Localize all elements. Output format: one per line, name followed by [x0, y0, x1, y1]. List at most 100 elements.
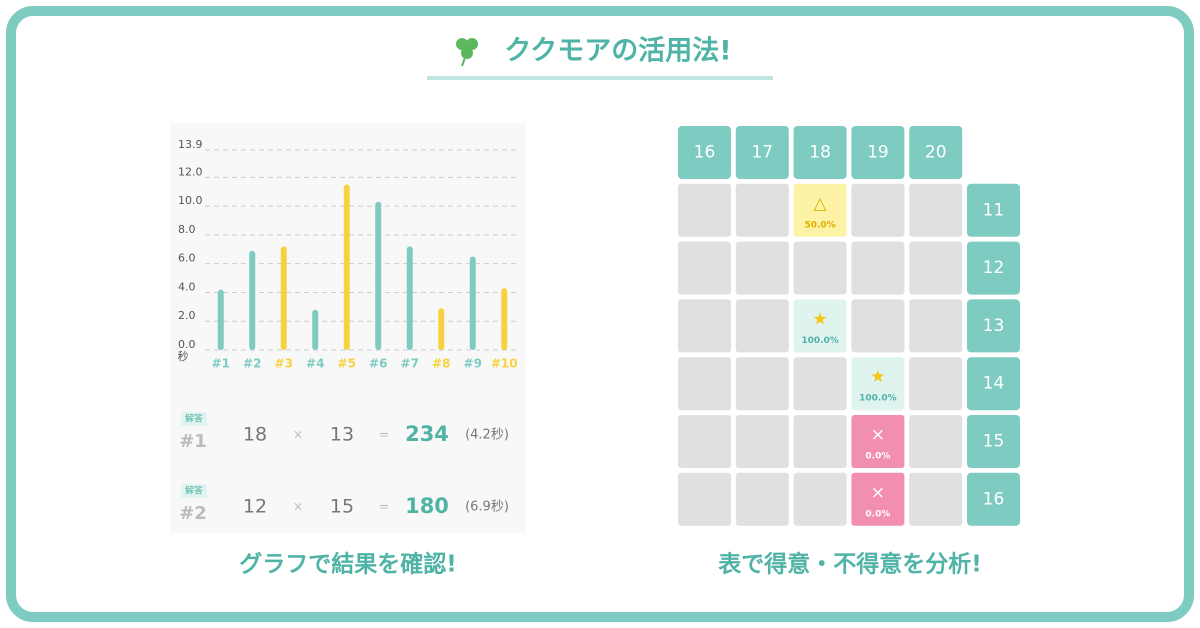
table-cell	[909, 415, 963, 468]
time: (4.2秒)	[465, 428, 509, 443]
bar	[280, 246, 287, 350]
x-tick-label: #6	[369, 357, 387, 371]
bar	[469, 256, 476, 350]
table-cell	[851, 241, 905, 295]
row-header-text: 11	[983, 200, 1005, 220]
cell-symbol: ★	[812, 309, 827, 329]
time: (6.9秒)	[465, 500, 509, 515]
row-header-text: 15	[983, 432, 1005, 452]
cell-value: 100.0%	[859, 394, 897, 404]
answer-id: #2	[179, 503, 207, 524]
table-cell	[793, 241, 847, 295]
cell-value: 50.0%	[804, 220, 835, 230]
y-tick-label: 12.0	[178, 165, 203, 178]
answer-badge	[181, 484, 207, 498]
operand: 13	[330, 424, 354, 446]
table-cell	[851, 415, 905, 468]
row-header	[967, 241, 1020, 295]
table-cell	[678, 415, 731, 468]
bar	[438, 308, 445, 350]
operand: 12	[243, 496, 267, 518]
table-cell	[735, 415, 789, 468]
cell-value: 100.0%	[801, 336, 839, 346]
row-header-text: 16	[983, 489, 1005, 509]
operator: ×	[293, 428, 303, 442]
table-cell	[909, 472, 963, 526]
table-cell	[793, 299, 847, 353]
bar	[501, 288, 508, 350]
title-underline	[427, 76, 773, 80]
table-cell	[735, 183, 789, 237]
operand: 18	[243, 424, 267, 446]
bar	[217, 289, 224, 350]
bar	[343, 184, 350, 350]
table-cell	[735, 472, 789, 526]
right-caption: 表で得意・不得意を分析!	[718, 551, 982, 578]
row-header	[967, 357, 1020, 411]
clover-icon	[456, 38, 478, 67]
y-tick-label: 6.0	[178, 252, 196, 265]
equals: =	[379, 500, 389, 514]
cell-symbol: ×	[871, 483, 885, 503]
operand: 15	[330, 496, 354, 518]
table-cell	[909, 299, 963, 353]
table-cell	[851, 472, 905, 526]
y-axis-label: 秒	[178, 349, 189, 363]
bar	[249, 250, 256, 350]
left-caption: グラフで結果を確認!	[239, 551, 457, 578]
result: 180	[405, 494, 449, 518]
column-header	[909, 126, 963, 179]
title: ククモアの活用法!	[504, 36, 731, 67]
row-header	[967, 472, 1020, 526]
answer-badge-text: 解答	[185, 485, 203, 497]
column-header	[851, 126, 905, 179]
x-tick-label: #9	[464, 357, 482, 371]
operator: ×	[293, 500, 303, 514]
column-header	[735, 126, 789, 179]
column-header	[678, 126, 731, 179]
y-tick-label: 2.0	[178, 309, 196, 322]
table-cell	[909, 183, 963, 237]
equals: =	[379, 428, 389, 442]
row-header-text: 12	[983, 258, 1005, 278]
bar	[375, 201, 382, 350]
cell-symbol: △	[814, 194, 828, 214]
table-cell	[678, 299, 731, 353]
column-header-text: 18	[809, 143, 831, 163]
table-cell	[793, 472, 847, 526]
answer-badge-text: 解答	[185, 413, 203, 425]
x-tick-label: #3	[275, 357, 293, 371]
row-header	[967, 299, 1020, 353]
column-header-text: 20	[925, 143, 947, 163]
row-header	[967, 183, 1020, 237]
cell-value: 0.0%	[865, 452, 890, 462]
answer-id: #1	[179, 431, 207, 452]
y-tick-label: 13.9	[178, 138, 203, 151]
table-cell	[851, 183, 905, 237]
table-cell	[735, 299, 789, 353]
table-cell	[851, 357, 905, 411]
table-cell	[678, 183, 731, 237]
y-tick-label: 10.0	[178, 194, 203, 207]
x-tick-label: #1	[212, 357, 230, 371]
cell-value: 0.0%	[865, 509, 890, 519]
table-cell	[909, 357, 963, 411]
table-cell	[678, 357, 731, 411]
x-tick-label: #7	[401, 357, 419, 371]
y-tick-label: 8.0	[178, 223, 196, 236]
column-header-text: 19	[867, 143, 889, 163]
table-cell	[735, 241, 789, 295]
result: 234	[405, 422, 449, 446]
x-tick-label: #2	[243, 357, 261, 371]
cell-symbol: ★	[870, 367, 885, 387]
x-tick-label: #8	[432, 357, 450, 371]
table-cell	[678, 241, 731, 295]
column-header-text: 17	[751, 143, 773, 163]
y-tick-label: 0.0	[178, 338, 196, 351]
x-tick-label: #10	[491, 357, 518, 371]
row-header-text: 14	[983, 374, 1005, 394]
y-tick-label: 4.0	[178, 280, 196, 293]
table-cell	[793, 415, 847, 468]
